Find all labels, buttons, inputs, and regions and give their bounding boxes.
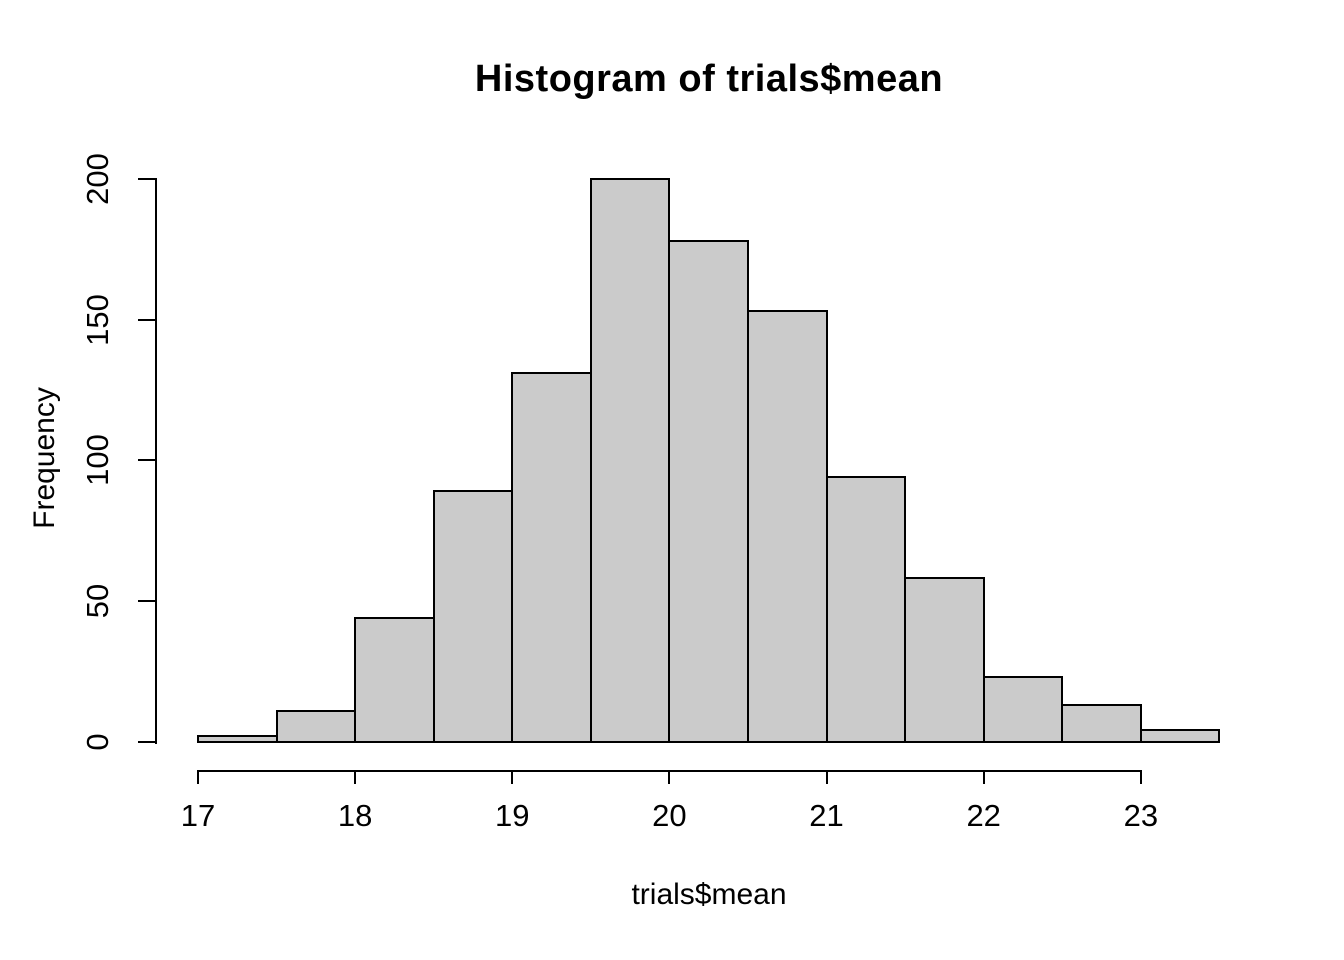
- x-axis-tick: [982, 770, 985, 784]
- y-tick-label: 200: [80, 153, 115, 205]
- y-axis-tick: [138, 318, 157, 321]
- y-axis-tick: [138, 740, 157, 743]
- x-axis-tick: [1139, 770, 1142, 784]
- x-axis-tick: [825, 770, 828, 784]
- y-axis-title: Frequency: [28, 387, 61, 529]
- histogram-bar: [825, 476, 907, 743]
- histogram-bar: [275, 709, 357, 743]
- x-tick-label: 17: [180, 798, 216, 833]
- histogram-bar: [1139, 729, 1221, 743]
- histogram-bar: [668, 239, 749, 743]
- y-axis-tick: [138, 178, 157, 180]
- histogram-bar: [511, 372, 592, 743]
- x-tick-label: 22: [966, 798, 1001, 833]
- x-axis-tick: [511, 770, 514, 784]
- histogram-bar: [432, 490, 514, 743]
- x-axis-title: trials$mean: [631, 878, 787, 911]
- histogram-bar: [197, 734, 278, 743]
- y-axis-tick: [138, 599, 157, 602]
- histogram-bar: [1061, 703, 1142, 743]
- y-tick-label: 0: [80, 732, 115, 751]
- chart-title: Histogram of trials$mean: [474, 58, 944, 100]
- x-axis-tick: [197, 770, 199, 784]
- histogram-bar: [746, 310, 828, 743]
- y-tick-label: 100: [80, 434, 115, 487]
- y-tick-label: 50: [80, 583, 115, 619]
- histogram-bar: [354, 616, 435, 743]
- histogram-bar: [589, 178, 671, 743]
- histogram-bar: [904, 577, 985, 743]
- x-tick-label: 20: [652, 798, 687, 833]
- x-axis-tick: [354, 770, 357, 784]
- histogram-bar: [982, 675, 1064, 743]
- x-tick-label: 19: [495, 798, 530, 833]
- x-tick-label: 18: [337, 798, 373, 833]
- y-axis-tick: [138, 459, 157, 462]
- x-tick-label: 23: [1123, 798, 1159, 833]
- x-axis-tick: [668, 770, 671, 784]
- y-axis-line: [155, 179, 157, 744]
- y-tick-label: 150: [80, 293, 115, 346]
- x-tick-label: 21: [809, 798, 844, 833]
